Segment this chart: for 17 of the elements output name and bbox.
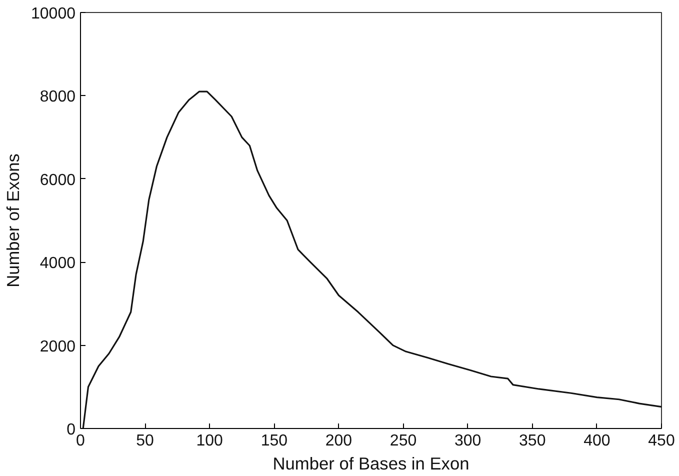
x-tick-label: 300: [454, 432, 482, 450]
x-axis-title: Number of Bases in Exon: [272, 454, 470, 474]
y-tick-label: 6000: [40, 172, 76, 189]
y-tick-label: 8000: [40, 88, 76, 106]
x-tick-label: 200: [325, 432, 352, 450]
x-tick-label: 400: [584, 432, 610, 450]
x-tick-label: 150: [260, 432, 288, 450]
x-tick-label: 250: [390, 432, 417, 450]
y-tick-label: 10000: [31, 6, 76, 22]
y-tick-label: 0: [66, 422, 76, 438]
x-tick-label: 50: [136, 432, 154, 450]
y-tick-label: 2000: [40, 338, 76, 356]
y-tick-label: 4000: [40, 255, 76, 272]
x-tick-label: 350: [519, 432, 546, 450]
x-tick-label: 100: [196, 432, 224, 450]
x-tick-label: 450: [648, 432, 675, 450]
y-axis-title: Number of Exons: [3, 153, 24, 288]
